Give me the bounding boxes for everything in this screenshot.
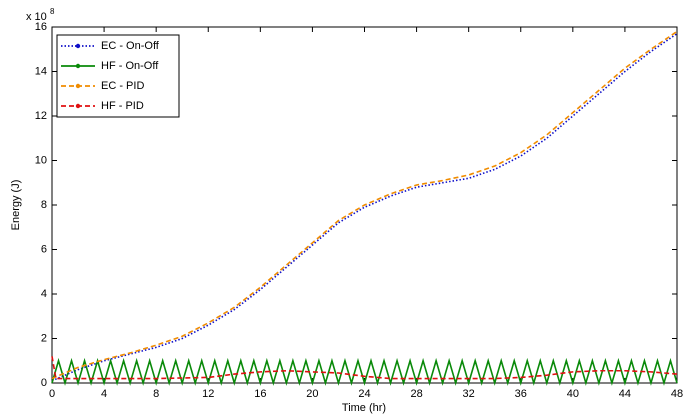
legend-label: HF - On-Off [101,60,159,72]
legend-marker [75,83,81,89]
x-tick-label: 28 [410,388,422,400]
x-tick-label: 32 [463,388,475,400]
y-tick-label: 8 [41,199,47,211]
x-tick-label: 16 [254,388,266,400]
legend-marker [75,63,81,69]
x-tick-label: 24 [358,388,370,400]
y-axis-label: Energy (J) [10,180,22,231]
y-tick-label: 0 [41,377,47,389]
legend-label: EC - On-Off [101,40,160,52]
x-tick-label: 0 [49,388,55,400]
legend-marker [75,103,81,109]
x-tick-label: 20 [306,388,318,400]
x-tick-label: 8 [153,388,159,400]
y-tick-label: 14 [35,65,47,77]
y-scale-base: x 10 [26,11,47,23]
series-line [51,33,678,382]
series-line [51,356,678,380]
legend-marker [75,43,81,49]
y-tick-label: 4 [41,288,47,300]
y-tick-label: 10 [35,154,47,166]
legend-label: EC - PID [101,80,144,92]
x-tick-label: 12 [202,388,214,400]
y-tick-label: 12 [35,110,47,122]
x-tick-label: 40 [567,388,579,400]
y-tick-label: 2 [41,332,47,344]
x-axis-label: Time (hr) [342,402,386,414]
y-scale-exponent: 8 [50,7,55,16]
x-tick-label: 48 [671,388,683,400]
x-tick-label: 36 [515,388,527,400]
series-line [51,30,678,380]
y-tick-label: 16 [35,21,47,33]
legend-box [56,34,180,118]
legend-label: HF - PID [101,100,144,112]
y-tick-label: 6 [41,243,47,255]
x-tick-label: 4 [101,388,107,400]
series-line [51,357,678,386]
x-tick-label: 44 [619,388,631,400]
